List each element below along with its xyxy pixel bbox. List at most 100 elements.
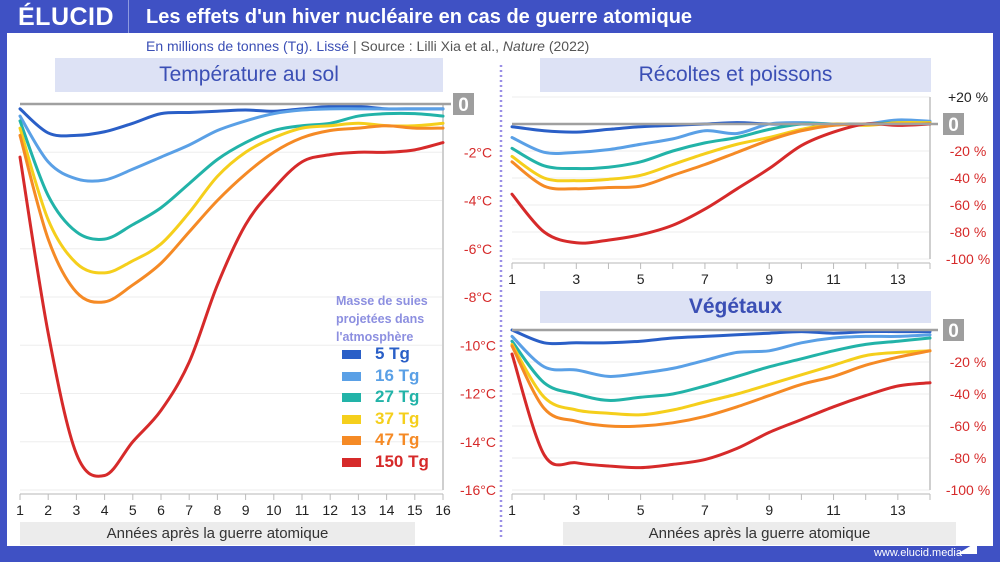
subtitle: En millions de tonnes (Tg). Lissé | Sour… (146, 38, 589, 54)
panel-title-temperature: Température au sol (55, 58, 443, 92)
zero-label-box (943, 319, 964, 341)
footer-url: www.elucid.media (873, 547, 962, 559)
x-tick-label: 11 (295, 502, 310, 518)
chart-vegetation: 0-20 %-40 %-60 %-80 %-100 %1 3 5 7 9 11 13 (508, 319, 990, 518)
x-tick-label: 8 (214, 502, 222, 518)
x-tick-label: 3 (572, 271, 580, 287)
x-tick-label: 3 (73, 502, 81, 518)
legend-item: 16 Tg (342, 366, 419, 386)
frame-left (0, 0, 7, 562)
x-tick-label: 2 (44, 502, 52, 518)
page-title: Les effets d'un hiver nucléaire en cas d… (146, 6, 693, 28)
series-line-47-tg (18, 124, 445, 304)
y-tick-label: -40 % (950, 170, 987, 186)
legend-item: 5 Tg (342, 344, 410, 364)
subtitle-year: (2022) (544, 38, 590, 54)
zero-label-box (453, 93, 474, 115)
frame-right (993, 0, 1000, 562)
x-tick-label: 1 (16, 502, 24, 518)
x-tick-label: 10 (266, 502, 282, 518)
x-tick-label: 7 (701, 502, 709, 518)
y-tick-label: -80 % (950, 450, 987, 466)
series-line-150-tg (18, 141, 445, 478)
legend-label: 47 Tg (375, 430, 420, 449)
x-tick-label: 11 (826, 271, 841, 287)
header: ÉLUCID Les effets d'un hiver nucléaire e… (0, 0, 1000, 33)
zero-label-box (943, 113, 964, 135)
legend-swatch (342, 414, 361, 424)
y-tick-label: 0 (458, 95, 469, 116)
legend-swatch (342, 393, 361, 403)
subtitle-separator: | (352, 38, 357, 54)
x-tick-label: 5 (637, 502, 645, 518)
x-tick-label: 1 (508, 502, 516, 518)
y-tick-label: -20 % (950, 354, 987, 370)
y-tick-label: -8°C (464, 289, 492, 305)
panel-title-vegetation: Végétaux (540, 291, 931, 323)
y-tick-label: -14°C (460, 434, 496, 450)
series-line-16-tg (18, 107, 445, 183)
x-tick-label: 11 (826, 502, 841, 518)
legend-title: Masse de suies projetées dans l'atmosphè… (336, 294, 428, 344)
legend-item: 27 Tg (342, 387, 419, 407)
x-tick-label: 12 (322, 502, 338, 518)
y-tick-label: -100 % (946, 482, 990, 498)
series-line-150-tg (510, 352, 932, 470)
x-tick-label: 13 (351, 502, 367, 518)
y-tick-label: -6°C (464, 241, 492, 257)
y-tick-label: -12°C (460, 386, 496, 402)
subtitle-journal: Nature (502, 38, 545, 54)
x-tick-label: 9 (242, 502, 250, 518)
y-tick-label: -100 % (946, 251, 990, 267)
subtitle-source: Source : Lilli Xia et al., (360, 38, 503, 54)
y-tick-label: -60 % (950, 418, 987, 434)
y-tick-label: -16°C (460, 482, 496, 498)
series-line-27-tg (510, 336, 932, 402)
legend-item: 37 Tg (342, 409, 419, 429)
y-tick-label: 0 (948, 321, 959, 342)
legend-label: 5 Tg (375, 344, 410, 363)
series-line-37-tg (18, 121, 445, 275)
x-tick-label: 16 (435, 502, 451, 518)
y-tick-label: -20 % (950, 143, 987, 159)
legend-swatch (342, 457, 361, 467)
legend-label: 27 Tg (375, 387, 420, 406)
legend-item: 150 Tg (342, 452, 429, 472)
x-tick-label: 13 (890, 271, 906, 287)
x-tick-label: 1 (508, 271, 516, 287)
legend-swatch (342, 436, 361, 446)
chart-harvests: +20 %0-20 %-40 %-60 %-80 %-100 %1 3 5 7 9 11 1… (508, 89, 990, 287)
series-line-47-tg (510, 344, 932, 428)
series-line-27-tg (18, 111, 445, 241)
panel-title-harvests: Récoltes et poissons (540, 58, 931, 92)
series-line-5-tg (510, 328, 932, 346)
y-tick-label: -40 % (950, 386, 987, 402)
legend-label: 37 Tg (375, 408, 420, 428)
legend-label: 150 Tg (375, 451, 429, 471)
y-tick-label: 0 (948, 115, 959, 136)
y-tick-label: -2°C (464, 144, 492, 160)
y-tick-label: -60 % (950, 197, 987, 213)
elucid-logo: ÉLUCID (18, 3, 115, 31)
x-tick-label: 6 (157, 502, 165, 518)
y-tick-label: -4°C (464, 193, 492, 209)
series-line-16-tg (510, 333, 932, 378)
x-tick-label: 7 (185, 502, 193, 518)
series-line-5-tg (18, 104, 445, 138)
series-line-27-tg (510, 121, 932, 171)
legend-item: 47 Tg (342, 430, 419, 450)
elucid-mark-icon (957, 542, 977, 554)
x-tick-label: 9 (765, 502, 773, 518)
x-tick-label: 3 (572, 502, 580, 518)
footer-bar (0, 546, 1000, 562)
legend-swatch (342, 371, 361, 381)
legend-label: 16 Tg (375, 365, 420, 385)
x-tick-label: 5 (129, 502, 137, 518)
legend-swatch (342, 350, 361, 360)
x-tick-label: 4 (101, 502, 109, 518)
y-tick-label: +20 % (948, 89, 988, 105)
x-tick-label: 7 (701, 271, 709, 287)
x-axis-label-left: Années après la guerre atomique (20, 522, 415, 545)
subtitle-units: En millions de tonnes (Tg). Lissé (146, 38, 350, 54)
